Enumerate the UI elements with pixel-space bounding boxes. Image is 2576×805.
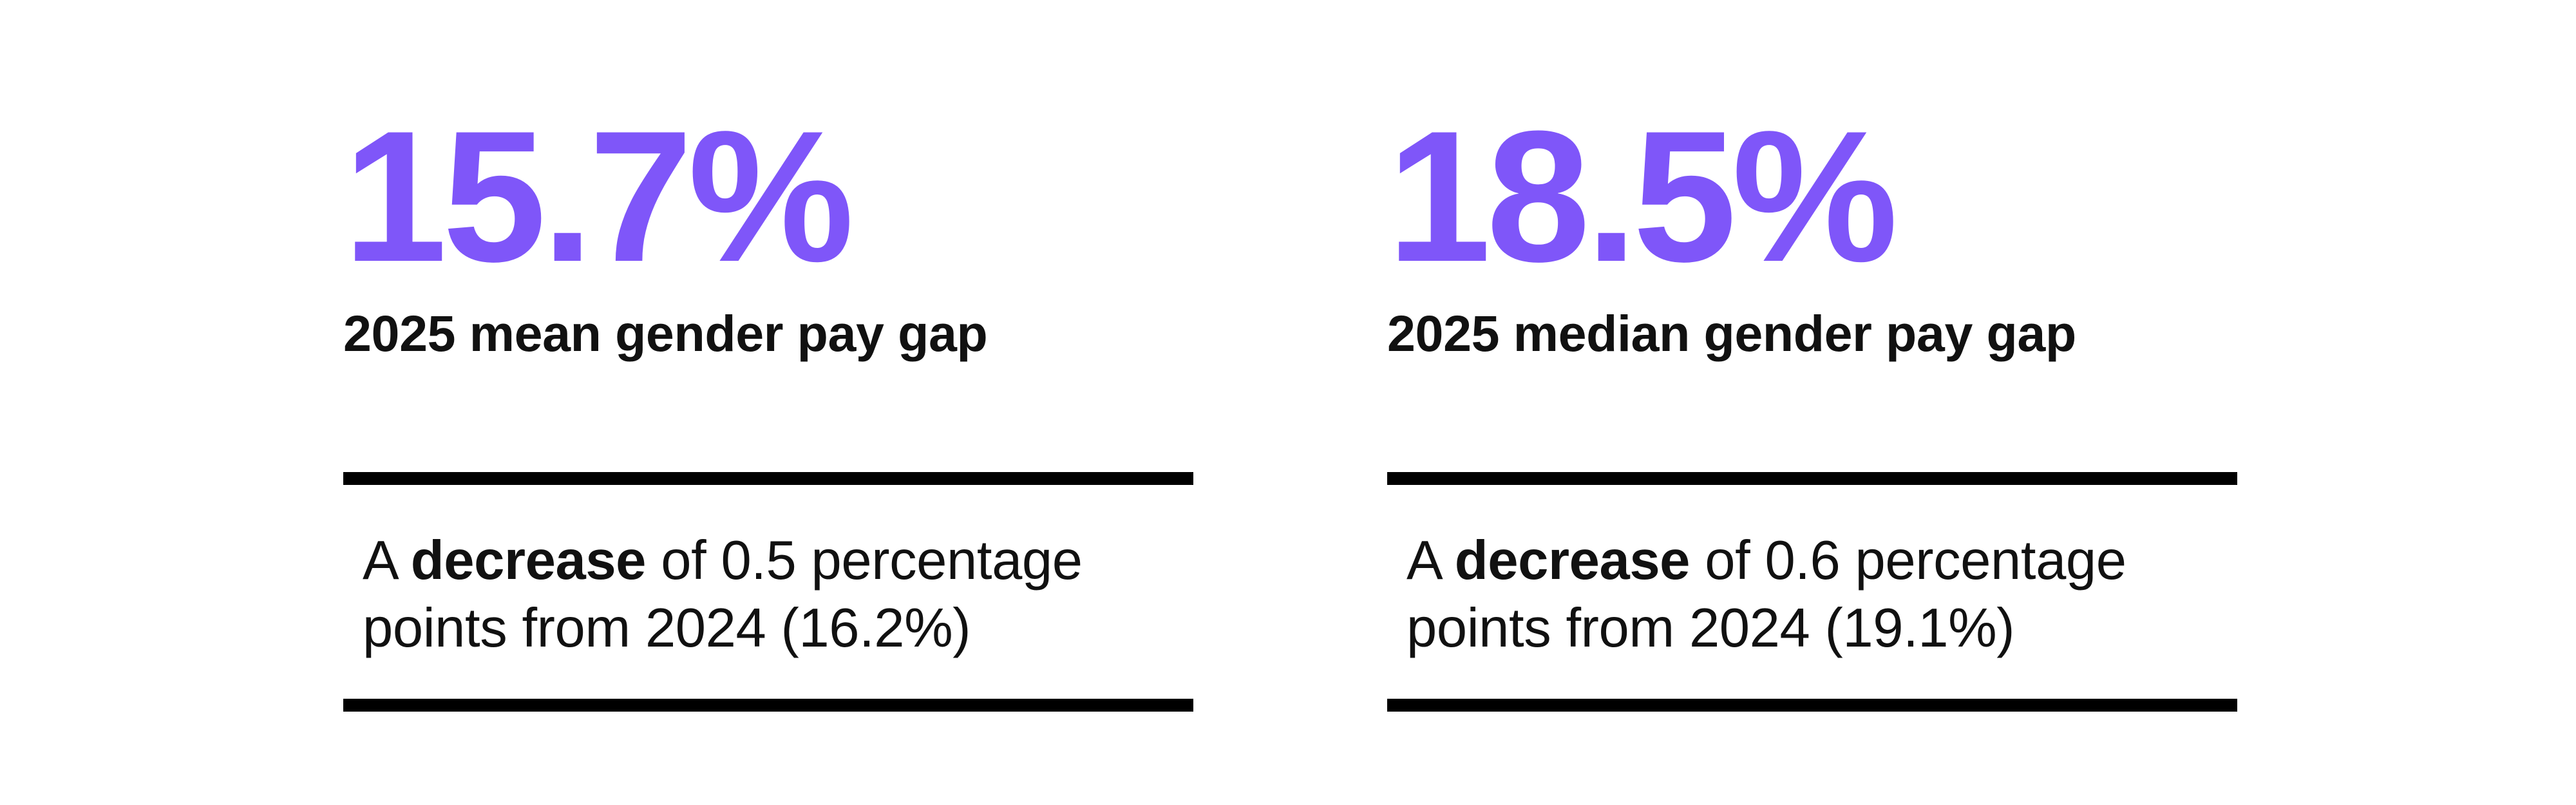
mean-pay-gap-panel: 15.7% 2025 mean gender pay gap A decreas… <box>343 0 1193 805</box>
mean-panel-bottom-divider <box>343 699 1193 712</box>
mean-panel-top-divider <box>343 472 1193 485</box>
median-note-prefix: A <box>1406 530 1455 591</box>
median-panel-top-divider <box>1387 472 2237 485</box>
median-panel-bottom-divider <box>1387 699 2237 712</box>
mean-note-bold-word: decrease <box>410 530 647 591</box>
mean-note-rest: of 0.5 percentage points from 2024 (16.2… <box>363 530 1083 659</box>
median-pay-gap-note: A decrease of 0.6 percentage points from… <box>1406 527 2215 662</box>
mean-pay-gap-value: 15.7% <box>343 92 854 301</box>
median-note-rest: of 0.6 percentage points from 2024 (19.1… <box>1406 530 2126 659</box>
median-note-bold-word: decrease <box>1454 530 1690 591</box>
mean-pay-gap-label: 2025 mean gender pay gap <box>343 305 988 362</box>
mean-pay-gap-note: A decrease of 0.5 percentage points from… <box>363 527 1171 662</box>
median-pay-gap-panel: 18.5% 2025 median gender pay gap A decre… <box>1387 0 2237 805</box>
median-pay-gap-value: 18.5% <box>1387 92 1898 301</box>
median-pay-gap-label: 2025 median gender pay gap <box>1387 305 2076 362</box>
mean-note-prefix: A <box>363 530 411 591</box>
